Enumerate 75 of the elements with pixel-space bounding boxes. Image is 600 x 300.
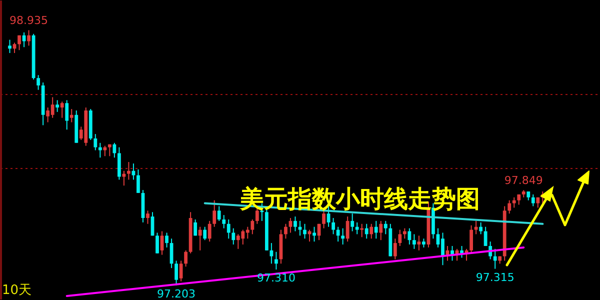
annotation: 98.935 (10, 14, 48, 28)
annotation: 97.315 (476, 270, 514, 284)
candlestick (350, 213, 354, 232)
annotation: 10天 (2, 282, 32, 299)
candlestick (27, 30, 30, 46)
candlestick (270, 242, 274, 264)
candlestick (408, 228, 412, 245)
candlestick (127, 162, 130, 180)
candlestick (346, 216, 350, 242)
candlestick (117, 146, 121, 180)
candlestick (56, 100, 60, 112)
candlestick (165, 232, 168, 248)
candlestick (384, 220, 388, 235)
candlestick (294, 216, 297, 232)
candlestick (484, 226, 488, 246)
candlestick (274, 251, 278, 270)
candlestick (208, 220, 212, 242)
candlestick (508, 200, 512, 214)
candlestick (94, 134, 98, 151)
candlestick (341, 228, 345, 245)
candlestick (194, 218, 198, 236)
candlestick (132, 162, 136, 180)
candlestick (512, 196, 516, 208)
candlestick (398, 229, 402, 246)
candlestick (232, 228, 236, 245)
candlestick (217, 206, 221, 222)
candlestick (531, 194, 535, 207)
candlestick (70, 108, 74, 123)
candlestick (212, 200, 216, 228)
candlestick (360, 223, 364, 238)
candlestick (174, 260, 178, 286)
annotation: 97.203 (157, 287, 196, 300)
candlestick (222, 214, 226, 229)
candlestick (470, 224, 473, 254)
candlestick (203, 226, 207, 241)
candlestick (18, 34, 21, 51)
candlestick (298, 220, 302, 236)
candlestick (284, 223, 288, 240)
candlestick (402, 228, 406, 240)
candlestick (493, 248, 497, 270)
candlestick (336, 226, 340, 242)
candlestick (65, 100, 69, 130)
annotation: 97.310 (256, 272, 296, 285)
candlestick (303, 223, 306, 240)
candlestick (412, 234, 416, 250)
candlestick (308, 229, 312, 242)
candlestick (160, 230, 164, 256)
candlestick (226, 218, 230, 240)
candlestick (60, 101, 64, 118)
candlestick (136, 168, 140, 194)
candlestick (479, 222, 483, 235)
candlestick (198, 226, 202, 251)
candlestick (374, 220, 378, 240)
candlestick (364, 223, 368, 240)
candlestick (355, 222, 359, 235)
candlestick (370, 223, 374, 240)
text: 美元指数小时线走势图 (239, 184, 480, 213)
candlestick (250, 218, 254, 235)
candlestick (112, 142, 116, 158)
candlestick (288, 217, 292, 234)
candlestick (156, 232, 159, 254)
candlestick (312, 226, 316, 242)
candlestick (322, 210, 326, 229)
candlestick (12, 42, 16, 54)
candlestick (8, 39, 12, 54)
candlestick (379, 220, 383, 241)
candlestick (474, 220, 478, 235)
candlestick (146, 210, 150, 224)
candlestick (332, 217, 336, 235)
annotation: 97.849 (504, 174, 543, 188)
candlestick (184, 250, 188, 268)
candlestick (417, 235, 421, 251)
candlestick (179, 260, 183, 282)
candlestick (36, 74, 40, 90)
candlestick (393, 238, 397, 260)
